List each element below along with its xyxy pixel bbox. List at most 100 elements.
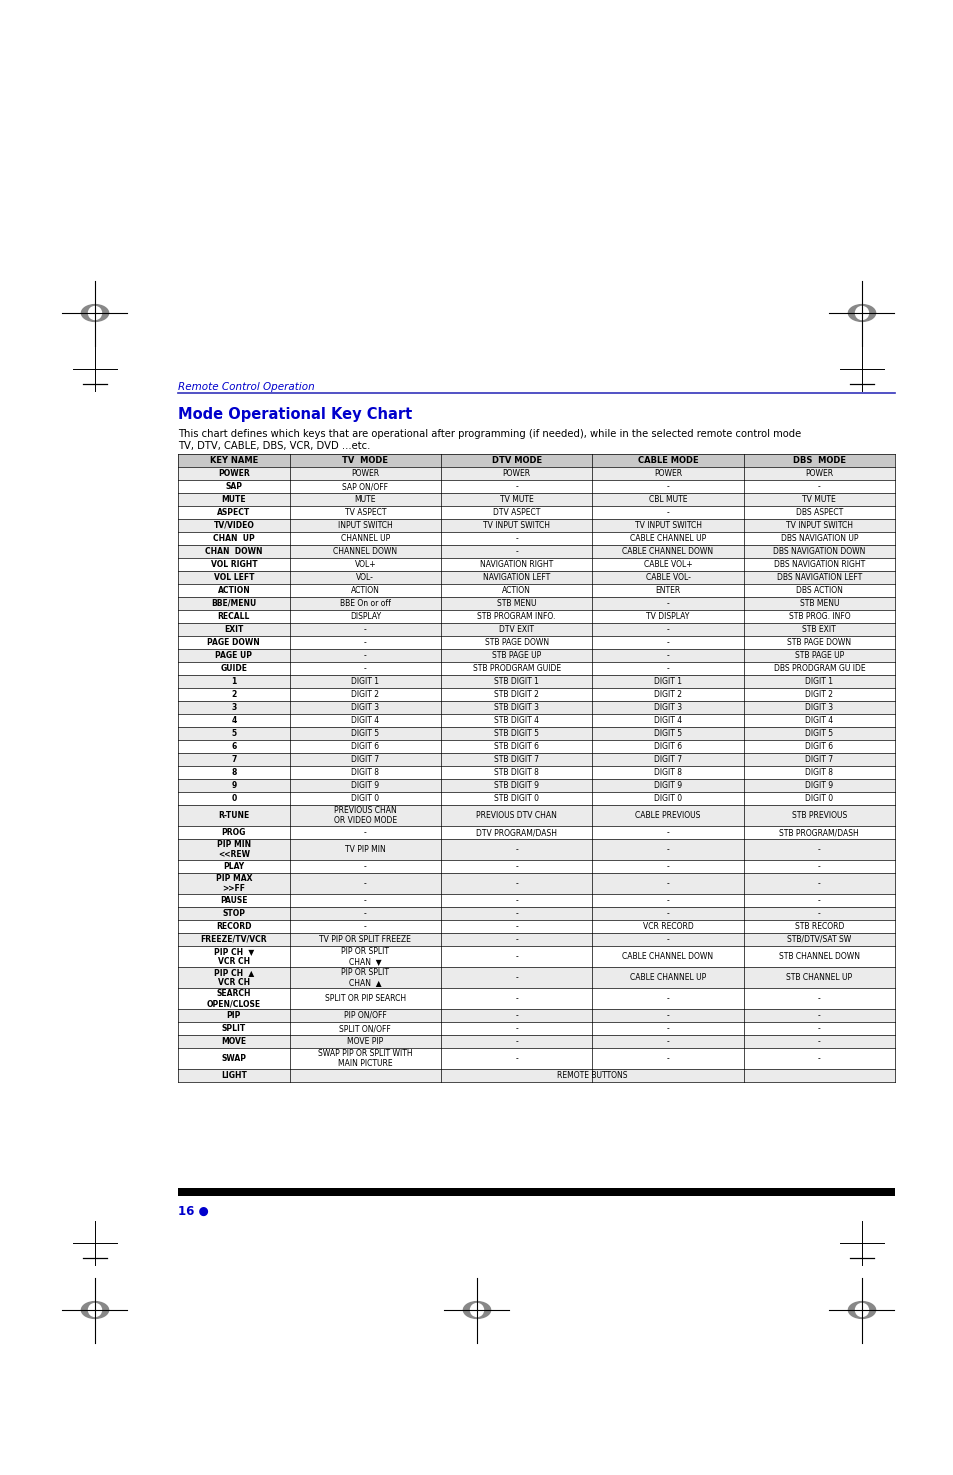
Text: -: -: [364, 625, 366, 634]
Text: PAUSE: PAUSE: [220, 895, 248, 906]
Text: -: -: [515, 861, 517, 872]
Bar: [743, 519, 894, 532]
Text: PREVIOUS DTV CHAN: PREVIOUS DTV CHAN: [476, 811, 557, 820]
Text: -: -: [515, 1055, 517, 1063]
Bar: [178, 1049, 290, 1069]
Text: DIGIT 2: DIGIT 2: [804, 690, 833, 699]
Bar: [440, 988, 592, 1009]
Text: CABLE VOL+: CABLE VOL+: [643, 560, 692, 569]
Text: STB PRODGRAM GUIDE: STB PRODGRAM GUIDE: [472, 664, 560, 673]
Bar: [440, 873, 592, 894]
Bar: [290, 662, 440, 676]
Bar: [440, 766, 592, 779]
Text: -: -: [666, 994, 669, 1003]
Text: -: -: [666, 650, 669, 659]
Bar: [178, 584, 290, 597]
Bar: [743, 558, 894, 571]
Text: MOVE: MOVE: [221, 1037, 246, 1046]
Bar: [592, 558, 743, 571]
Text: -: -: [666, 1037, 669, 1046]
Text: PIP: PIP: [227, 1010, 241, 1021]
Circle shape: [855, 307, 867, 320]
Bar: [290, 649, 440, 662]
Bar: [290, 1035, 440, 1049]
Text: STB PROGRAM INFO.: STB PROGRAM INFO.: [477, 612, 556, 621]
Bar: [743, 701, 894, 714]
Text: CHANNEL UP: CHANNEL UP: [340, 534, 390, 543]
Text: DIGIT 5: DIGIT 5: [653, 729, 681, 738]
Text: PLAY: PLAY: [223, 861, 244, 872]
Text: DTV EXIT: DTV EXIT: [498, 625, 534, 634]
Text: STB DIGIT 5: STB DIGIT 5: [494, 729, 538, 738]
Circle shape: [90, 1238, 100, 1248]
Text: 1: 1: [231, 677, 236, 686]
Text: DIGIT 4: DIGIT 4: [804, 715, 833, 726]
Bar: [178, 532, 290, 544]
Text: -: -: [666, 895, 669, 906]
Text: -: -: [515, 1037, 517, 1046]
Text: DTV ASPECT: DTV ASPECT: [493, 507, 539, 518]
Bar: [290, 622, 440, 636]
Bar: [592, 860, 743, 873]
Text: STB PAGE UP: STB PAGE UP: [492, 650, 540, 659]
Text: SAP ON/OFF: SAP ON/OFF: [342, 482, 388, 491]
Bar: [290, 1022, 440, 1035]
Bar: [290, 519, 440, 532]
Circle shape: [856, 1238, 866, 1248]
Bar: [743, 779, 894, 792]
Bar: [440, 740, 592, 754]
Bar: [178, 1009, 290, 1022]
Bar: [440, 839, 592, 860]
Text: STB CHANNEL DOWN: STB CHANNEL DOWN: [778, 951, 859, 962]
Bar: [290, 792, 440, 805]
Text: 2: 2: [231, 690, 236, 699]
Bar: [178, 920, 290, 934]
Text: 7: 7: [231, 755, 236, 764]
Circle shape: [855, 1304, 867, 1317]
Bar: [743, 920, 894, 934]
Bar: [178, 873, 290, 894]
Text: -: -: [666, 482, 669, 491]
Bar: [743, 1022, 894, 1035]
Bar: [290, 766, 440, 779]
Bar: [592, 920, 743, 934]
Text: MUTE: MUTE: [355, 496, 375, 504]
Text: -: -: [666, 507, 669, 518]
Bar: [440, 584, 592, 597]
Text: STB PROGRAM/DASH: STB PROGRAM/DASH: [779, 827, 859, 836]
Bar: [290, 597, 440, 611]
Text: DIGIT 8: DIGIT 8: [654, 768, 681, 777]
Bar: [178, 894, 290, 907]
Bar: [592, 649, 743, 662]
Bar: [290, 1069, 894, 1083]
Bar: [178, 676, 290, 687]
Text: TV PIP OR SPLIT FREEZE: TV PIP OR SPLIT FREEZE: [319, 935, 411, 944]
Bar: [440, 727, 592, 740]
Text: PIP MIN
<<REW: PIP MIN <<REW: [216, 839, 251, 858]
Text: 6: 6: [231, 742, 236, 751]
Bar: [178, 468, 290, 479]
Bar: [743, 532, 894, 544]
Bar: [290, 894, 440, 907]
Text: 16 ●: 16 ●: [178, 1205, 209, 1218]
Text: 5: 5: [231, 729, 236, 738]
Bar: [440, 1049, 592, 1069]
Ellipse shape: [462, 1301, 491, 1319]
Text: PIP OR SPLIT
CHAN  ▼: PIP OR SPLIT CHAN ▼: [341, 947, 389, 966]
Text: POWER: POWER: [502, 469, 530, 478]
Text: SWAP: SWAP: [221, 1055, 246, 1063]
Text: STB CHANNEL UP: STB CHANNEL UP: [785, 974, 852, 982]
Bar: [290, 907, 440, 920]
Circle shape: [89, 307, 101, 320]
Bar: [440, 826, 592, 839]
Text: TV MUTE: TV MUTE: [801, 496, 836, 504]
Bar: [592, 945, 743, 968]
Text: -: -: [666, 599, 669, 608]
Bar: [592, 907, 743, 920]
Bar: [178, 805, 290, 826]
Text: FREEZE/TV/VCR: FREEZE/TV/VCR: [200, 935, 267, 944]
Text: RECALL: RECALL: [217, 612, 250, 621]
Bar: [440, 479, 592, 493]
Bar: [743, 454, 894, 468]
Bar: [178, 907, 290, 920]
